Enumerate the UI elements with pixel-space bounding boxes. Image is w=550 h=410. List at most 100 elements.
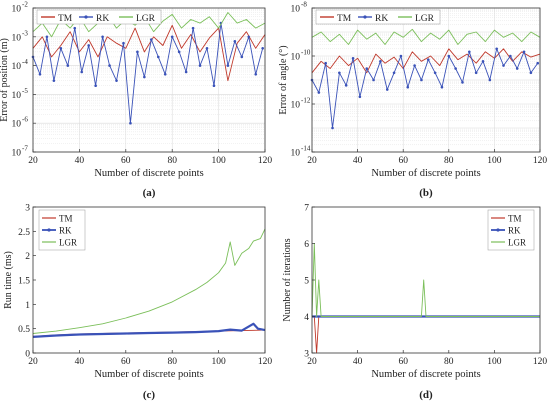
x-tick-label: 100 <box>487 357 502 367</box>
legend-label-RK: RK <box>375 14 388 24</box>
series-line-TM <box>311 48 541 74</box>
x-tick-label: 100 <box>211 156 226 166</box>
data-point-RK <box>474 71 478 75</box>
data-point-RK <box>481 60 485 63</box>
y-tick-label: 2 <box>25 252 30 262</box>
data-point-RK <box>454 67 457 70</box>
legend: TM RK LGR <box>487 209 535 251</box>
data-point-RK <box>240 55 244 59</box>
data-point-RK <box>184 70 188 74</box>
y-tick-label: 1.5 <box>18 277 30 287</box>
data-point-RK <box>509 54 512 58</box>
y-tick-label: 10 <box>291 53 301 63</box>
legend-box <box>315 9 441 25</box>
x-axis-title: Number of discrete points <box>94 168 203 179</box>
y-tick-exponent: -3 <box>22 29 28 37</box>
plot-frame <box>32 7 266 153</box>
panel-label: (b) <box>419 187 433 199</box>
data-point-RK <box>536 61 540 65</box>
data-point-RK <box>433 71 437 75</box>
y-tick-label: 0.5 <box>18 325 30 335</box>
data-point-RK <box>101 35 104 39</box>
y-tick-exponent: -5 <box>22 87 28 95</box>
x-tick-label: 80 <box>444 357 454 367</box>
x-tick-label: 80 <box>167 156 177 166</box>
y-tick-label: 3 <box>25 204 30 214</box>
data-point-RK <box>447 54 451 58</box>
data-point-RK <box>73 26 77 30</box>
legend: TM RK LGR <box>315 9 441 25</box>
series-line-LGR <box>311 243 540 317</box>
panel-label: (a) <box>143 187 156 199</box>
data-point-RK <box>372 78 375 82</box>
x-tick-label: 100 <box>487 156 502 166</box>
y-tick-label: 1 <box>25 301 30 311</box>
data-point-RK <box>87 44 90 47</box>
y-tick-label: 0 <box>25 350 30 360</box>
series-line-TM <box>32 24 266 82</box>
data-point-RK <box>461 81 464 84</box>
x-tick-label: 60 <box>398 357 408 367</box>
y-tick-exponent: -4 <box>22 58 28 66</box>
data-point-RK <box>198 64 202 67</box>
series-line-RK <box>311 48 539 129</box>
legend: TM RK LGR <box>38 209 86 251</box>
x-tick-label: 80 <box>167 357 177 367</box>
x-tick-label: 60 <box>398 156 408 166</box>
legend-marker-RK <box>84 15 88 19</box>
data-point-RK <box>399 54 403 58</box>
data-point-RK <box>529 71 533 75</box>
chart-panel-3: 20 40 60 80 100 120 3 4 5 6 7 Number of discrete po… <box>282 204 547 402</box>
panel-label: (d) <box>419 389 433 401</box>
x-tick-label: 40 <box>75 357 85 367</box>
data-point-RK <box>52 79 56 82</box>
y-tick-label: 10 <box>12 120 22 130</box>
x-tick-label: 40 <box>353 357 363 367</box>
y-tick-label: 10 <box>291 5 301 15</box>
data-point-RK <box>324 61 327 65</box>
data-point-RK <box>495 47 498 51</box>
data-point-RK <box>156 55 160 59</box>
legend-label-TM: TM <box>337 14 352 24</box>
y-tick-label: 3 <box>304 350 309 360</box>
data-point-RK <box>392 71 396 75</box>
x-tick-label: 120 <box>258 357 273 367</box>
y-tick-label: 10 <box>12 62 22 72</box>
data-point-RK <box>150 38 153 41</box>
data-point-RK <box>66 64 70 67</box>
x-tick-label: 60 <box>121 156 131 166</box>
data-point-RK <box>177 50 181 54</box>
legend-label-TM: TM <box>508 214 522 224</box>
legend-marker-RK <box>496 228 500 232</box>
y-tick-exponent: -10 <box>301 49 311 57</box>
legend-label-RK: RK <box>96 14 109 24</box>
legend-marker-RK <box>363 15 367 19</box>
legend-label-LGR: LGR <box>59 238 77 248</box>
data-point-RK <box>143 75 146 79</box>
x-axis-title: Number of discrete points <box>371 168 480 179</box>
data-point-RK <box>59 46 63 50</box>
data-point-RK <box>212 84 216 88</box>
y-tick-label: 6 <box>304 240 309 250</box>
data-point-RK <box>440 85 444 89</box>
y-tick-label: 7 <box>304 204 309 214</box>
data-point-RK <box>522 50 526 54</box>
y-axis-title: Number of iterations <box>282 238 293 321</box>
data-point-RK <box>365 67 369 70</box>
y-axis-title: Error of angle (°) <box>278 45 289 114</box>
x-tick-label: 20 <box>307 357 317 367</box>
legend-label-TM: TM <box>59 214 73 224</box>
data-point-RK <box>170 35 174 39</box>
data-point-RK <box>226 64 230 67</box>
data-point-RK <box>254 72 258 76</box>
data-point-RK <box>426 58 430 62</box>
x-tick-label: 20 <box>307 156 317 166</box>
data-point-RK <box>358 95 362 99</box>
data-point-RK <box>191 26 195 30</box>
data-point-RK <box>163 72 167 76</box>
data-point-RK <box>338 71 341 75</box>
x-tick-label: 60 <box>121 357 131 367</box>
y-tick-label: 10 <box>12 149 22 159</box>
